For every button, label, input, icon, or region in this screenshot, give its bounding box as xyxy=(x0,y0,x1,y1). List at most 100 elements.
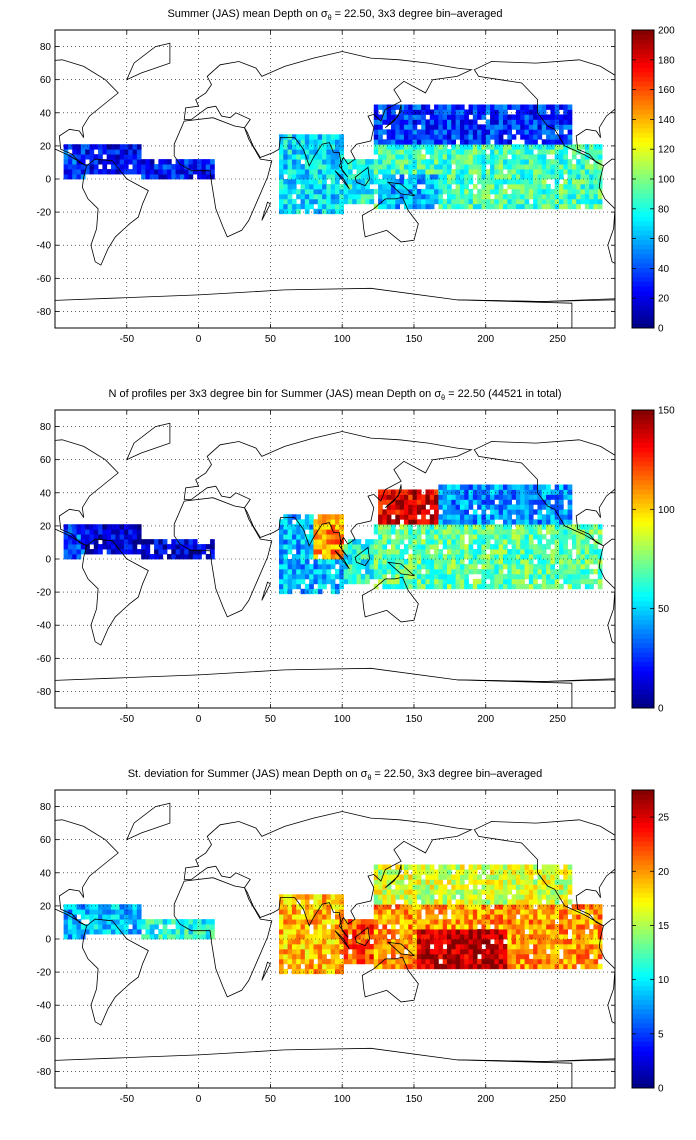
data-cell xyxy=(399,874,405,880)
data-cell xyxy=(541,124,547,130)
data-cell xyxy=(584,539,590,545)
data-cell xyxy=(546,563,551,570)
data-cell xyxy=(141,549,146,555)
data-cell xyxy=(399,524,405,530)
data-cell xyxy=(412,134,418,140)
data-cell xyxy=(563,519,569,525)
data-cell xyxy=(477,169,482,175)
data-cell xyxy=(408,198,413,205)
data-cell xyxy=(63,554,69,560)
data-cell xyxy=(304,519,310,525)
colorbar-tick-label: 0 xyxy=(658,1084,664,1095)
data-cell xyxy=(360,919,366,925)
data-cell xyxy=(584,953,590,960)
data-cell xyxy=(533,919,538,925)
data-cell xyxy=(528,529,534,535)
data-cell xyxy=(279,544,284,550)
data-cell xyxy=(451,188,457,195)
data-cell xyxy=(537,948,543,955)
data-cell xyxy=(464,929,469,935)
data-cell xyxy=(89,529,95,535)
data-cell xyxy=(386,154,392,160)
data-cell xyxy=(438,879,444,885)
data-cell xyxy=(503,864,508,870)
data-cell xyxy=(296,914,301,920)
data-cell xyxy=(132,534,138,540)
data-cell xyxy=(76,174,82,180)
data-cell xyxy=(503,494,508,500)
data-cell xyxy=(330,208,336,215)
data-cell xyxy=(459,879,465,885)
data-cell xyxy=(554,909,560,915)
data-cell xyxy=(541,919,547,925)
data-cell xyxy=(589,554,594,560)
data-cell xyxy=(313,544,319,550)
data-cell xyxy=(304,193,310,200)
data-cell xyxy=(438,573,444,580)
data-cell xyxy=(468,904,474,910)
data-cell xyxy=(403,943,409,950)
data-cell xyxy=(528,958,534,965)
data-cell xyxy=(339,208,345,215)
data-cell xyxy=(322,183,327,190)
data-cell xyxy=(335,968,340,975)
data-cell xyxy=(537,188,543,195)
data-cell xyxy=(360,544,366,550)
data-cell xyxy=(468,504,474,510)
data-cell xyxy=(541,164,547,170)
data-cell xyxy=(63,904,69,910)
data-cell xyxy=(524,139,530,145)
data-cell xyxy=(490,129,495,135)
data-cell xyxy=(442,139,448,145)
data-cell xyxy=(386,929,392,935)
data-cell xyxy=(451,953,457,960)
data-cell xyxy=(524,924,530,930)
data-cell xyxy=(425,109,431,115)
data-cell xyxy=(455,549,461,555)
data-cell xyxy=(438,943,444,950)
data-cell xyxy=(322,203,327,210)
data-cell xyxy=(378,104,383,110)
data-cell xyxy=(421,144,426,150)
data-cell xyxy=(554,154,560,160)
data-cell xyxy=(550,904,556,910)
data-cell xyxy=(567,568,573,575)
data-cell xyxy=(472,109,478,115)
data-cell xyxy=(507,159,513,165)
data-cell xyxy=(520,179,525,185)
data-cell xyxy=(498,504,504,510)
map-plot: -50 0 50 100 150 200 250806040200-20-40-60-800… xyxy=(37,406,676,726)
data-cell xyxy=(408,934,413,940)
data-cell xyxy=(464,874,469,880)
data-cell xyxy=(98,549,103,555)
data-cell xyxy=(429,494,435,500)
data-cell xyxy=(300,563,306,570)
data-cell xyxy=(373,524,379,530)
data-cell xyxy=(468,874,474,880)
data-cell xyxy=(438,539,444,545)
data-cell xyxy=(330,544,336,550)
data-cell xyxy=(447,869,452,875)
data-cell xyxy=(347,183,353,190)
data-cell xyxy=(520,534,525,540)
data-cell xyxy=(403,939,409,945)
data-cell xyxy=(511,159,517,165)
data-cell xyxy=(576,904,581,910)
data-cell xyxy=(80,524,86,530)
data-cell xyxy=(136,524,142,530)
data-cell xyxy=(546,149,551,155)
data-cell xyxy=(589,193,594,200)
data-cell xyxy=(524,884,530,890)
data-cell xyxy=(541,904,547,910)
data-cell xyxy=(459,929,465,935)
data-cell xyxy=(541,939,547,945)
data-cell xyxy=(438,559,444,565)
data-cell xyxy=(507,124,513,130)
data-cell xyxy=(352,179,357,185)
data-cell xyxy=(291,174,297,180)
data-cell xyxy=(589,939,594,945)
data-cell xyxy=(490,869,495,875)
data-cell xyxy=(291,578,297,585)
data-cell xyxy=(93,904,99,910)
data-cell xyxy=(287,519,293,525)
